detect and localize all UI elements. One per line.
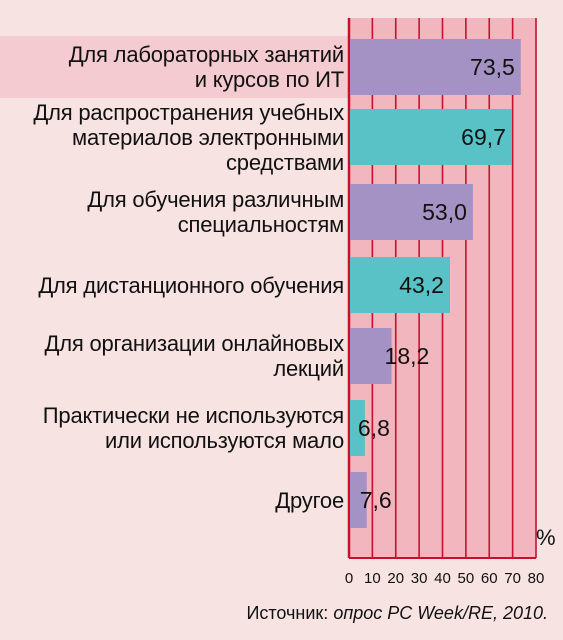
bar xyxy=(350,257,450,313)
x-tick-label: 60 xyxy=(481,570,498,587)
source-prefix: Источник: xyxy=(246,603,334,623)
x-tick-label: 10 xyxy=(364,570,381,587)
bar-value-label: 18,2 xyxy=(385,343,430,369)
category-label-text: Для обучения различным специальностям xyxy=(87,187,344,237)
bar xyxy=(350,472,367,528)
category-label-text: Для дистанционного обучения xyxy=(38,272,344,298)
x-tick-label: 80 xyxy=(528,570,545,587)
category-label: Для распространения учебных материалов э… xyxy=(4,100,344,175)
category-label-text: Практически не используются или использу… xyxy=(42,403,344,453)
bar xyxy=(350,39,521,95)
bar-value-label: 7,6 xyxy=(360,487,392,513)
bar xyxy=(350,328,392,384)
x-tick-label: 40 xyxy=(434,570,451,587)
category-label: Для организации онлайновых лекций xyxy=(4,331,345,381)
category-label: Для дистанционного обучения xyxy=(4,273,344,298)
category-label-text: Для распространения учебных материалов э… xyxy=(33,99,344,175)
category-label: Практически не используются или использу… xyxy=(4,403,344,453)
category-label-text: Для организации онлайновых лекций xyxy=(44,331,345,381)
x-tick-label: 70 xyxy=(504,570,521,587)
category-label: Для обучения различным специальностям xyxy=(4,187,344,237)
bar-value-label: 53,0 xyxy=(422,199,467,225)
category-label-text: Другое xyxy=(275,487,344,513)
x-tick-label: 0 xyxy=(345,570,353,587)
bar xyxy=(350,400,365,456)
bar-value-label: 43,2 xyxy=(399,272,444,298)
bar-value-label: 69,7 xyxy=(461,124,506,150)
bar xyxy=(350,109,512,165)
unit-label: % xyxy=(536,525,556,550)
category-label: Для лабораторных занятий и курсов по ИТ xyxy=(4,42,344,92)
x-tick-label: 50 xyxy=(458,570,475,587)
source-text: опрос PC Week/RE, 2010. xyxy=(333,603,548,623)
bar xyxy=(350,184,473,240)
bar-value-label: 6,8 xyxy=(358,415,390,441)
row-band xyxy=(0,36,349,98)
category-label: Другое xyxy=(4,488,344,513)
x-tick-label: 20 xyxy=(387,570,404,587)
category-label-text: Для лабораторных занятий и курсов по ИТ xyxy=(68,42,344,92)
bar-value-label: 73,5 xyxy=(470,54,515,80)
x-tick-label: 30 xyxy=(411,570,428,587)
source-note: Источник: опрос PC Week/RE, 2010. xyxy=(0,603,548,624)
